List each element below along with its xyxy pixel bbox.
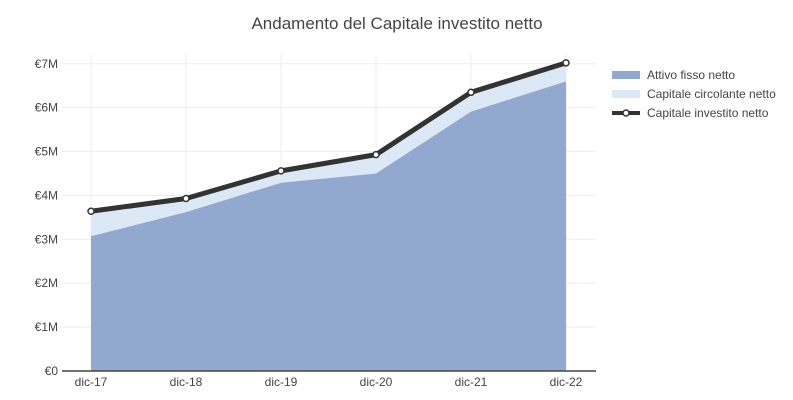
data-point[interactable]: [562, 59, 570, 67]
data-point[interactable]: [467, 88, 475, 97]
legend-swatch-capitale-circolante-netto: [612, 90, 640, 98]
area-attivo-fisso-netto: [91, 81, 566, 371]
line-capitale-investito-netto: [90, 60, 567, 214]
y-tick-label: €1M: [35, 320, 58, 334]
data-point[interactable]: [277, 167, 285, 175]
x-tick-label: dic-20: [360, 375, 393, 389]
x-tick-label: dic-22: [550, 375, 583, 389]
y-tick-label: €3M: [35, 232, 58, 246]
y-tick-label: €5M: [35, 145, 58, 159]
data-point[interactable]: [182, 194, 190, 203]
areas: [91, 62, 566, 371]
y-tick-label: €2M: [35, 276, 58, 290]
legend-label-capitale-circolante-netto[interactable]: Capitale circolante netto: [647, 87, 776, 101]
legend-marker: [622, 109, 630, 117]
legend-label-capitale-investito-netto[interactable]: Capitale investito netto: [647, 106, 769, 120]
lines: [87, 59, 570, 215]
legend: Attivo fisso netto Capitale circolante ne…: [612, 68, 776, 120]
y-tick-label: €6M: [35, 101, 58, 115]
x-tick-label: dic-19: [265, 375, 298, 389]
y-tick-label: €7M: [35, 57, 58, 71]
axes: €0 €1M €2M €3M €4M €5M €6M €7M dic-17 dic-18 dic-1…: [35, 57, 596, 389]
data-point[interactable]: [372, 150, 380, 159]
chart-title: Andamento del Capitale investito netto: [251, 14, 542, 33]
data-point[interactable]: [87, 207, 95, 215]
x-tick-label: dic-18: [170, 375, 203, 389]
y-tick-label: €4M: [35, 188, 58, 202]
legend-swatch-attivo-fisso-netto: [612, 71, 640, 79]
legend-label-attivo-fisso-netto[interactable]: Attivo fisso netto: [647, 68, 735, 82]
x-tick-label: dic-21: [455, 375, 488, 389]
y-tick-label: €0: [45, 364, 59, 378]
x-tick-label: dic-17: [75, 375, 108, 389]
